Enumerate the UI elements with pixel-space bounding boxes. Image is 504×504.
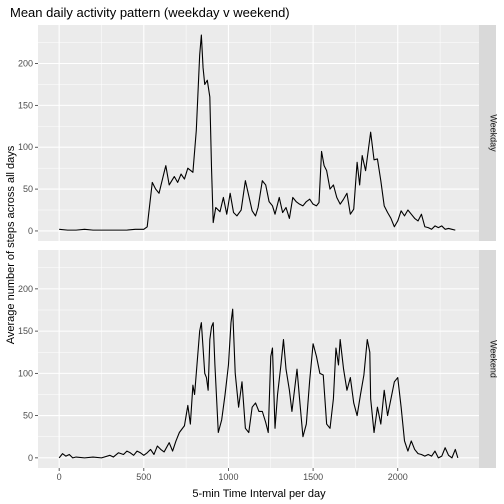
panels-layer: 0 50 100 150 200 Weekday 0 50 100 150 200 Weekend 0 5… bbox=[18, 25, 499, 482]
x-tick-label: 1000 bbox=[218, 472, 238, 482]
facet-strip-label: Weekday bbox=[489, 114, 499, 152]
facet-strip bbox=[479, 25, 496, 241]
x-axis-title: 5-min Time Interval per day bbox=[192, 488, 326, 500]
facet-strip bbox=[479, 250, 496, 468]
facet-strip-label: Weekend bbox=[489, 340, 499, 378]
y-tick-label: 0 bbox=[28, 453, 33, 463]
y-tick-label: 200 bbox=[18, 284, 33, 294]
panel-background bbox=[38, 250, 479, 468]
series-line-weekend bbox=[58, 308, 459, 459]
y-tick-label: 100 bbox=[18, 368, 33, 378]
y-tick-label: 50 bbox=[23, 411, 33, 421]
chart-title: Mean daily activity pattern (weekday v w… bbox=[10, 5, 290, 20]
x-tick-label: 500 bbox=[136, 472, 151, 482]
x-tick-label: 1500 bbox=[303, 472, 323, 482]
x-tick-label: 2000 bbox=[388, 472, 408, 482]
y-tick-label: 200 bbox=[18, 59, 33, 69]
y-axis-title: Average number of steps across all days bbox=[5, 145, 17, 344]
y-tick-label: 150 bbox=[18, 326, 33, 336]
series-line-weekday bbox=[59, 34, 456, 231]
panel-background bbox=[38, 25, 479, 241]
y-tick-label: 100 bbox=[18, 142, 33, 152]
x-tick-label: 0 bbox=[57, 472, 62, 482]
facet-panel-weekend: 0 50 100 150 200 Weekend 0 500 1000 1500 2000 bbox=[18, 250, 499, 482]
y-tick-label: 50 bbox=[23, 184, 33, 194]
facet-panel-weekday: 0 50 100 150 200 Weekday bbox=[18, 25, 499, 241]
y-tick-label: 0 bbox=[28, 226, 33, 236]
y-tick-label: 150 bbox=[18, 100, 33, 110]
